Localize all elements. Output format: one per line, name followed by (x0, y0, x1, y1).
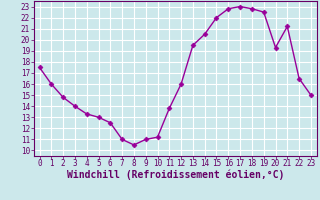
X-axis label: Windchill (Refroidissement éolien,°C): Windchill (Refroidissement éolien,°C) (67, 170, 284, 180)
